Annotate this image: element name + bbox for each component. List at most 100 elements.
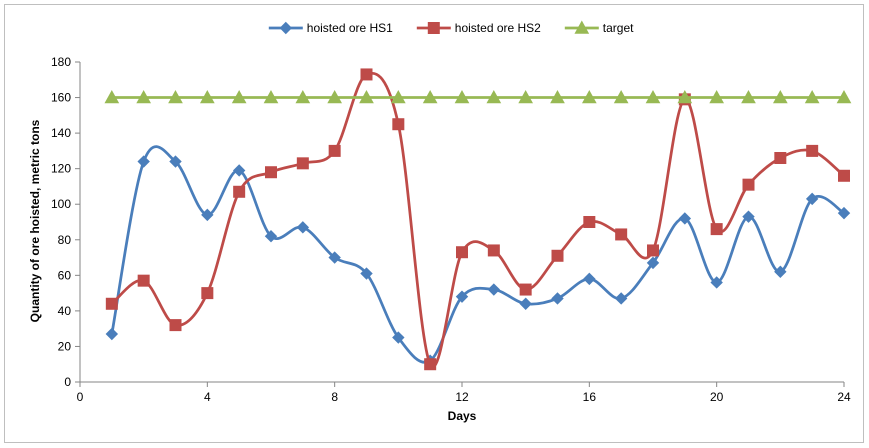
y-tick-label: 160 bbox=[51, 91, 71, 105]
data-point bbox=[581, 90, 597, 104]
data-point bbox=[646, 256, 660, 270]
x-tick-label: 0 bbox=[77, 390, 84, 404]
y-tick-label: 100 bbox=[51, 197, 71, 211]
data-point bbox=[137, 274, 150, 287]
series-1 bbox=[105, 68, 850, 371]
data-point bbox=[199, 90, 215, 104]
y-tick-label: 80 bbox=[58, 233, 72, 247]
data-point bbox=[647, 244, 659, 257]
data-point bbox=[677, 90, 693, 104]
y-tick-label: 180 bbox=[51, 55, 71, 69]
legend-swatch-marker bbox=[279, 21, 293, 35]
y-tick-label: 120 bbox=[51, 162, 71, 176]
data-point bbox=[741, 90, 756, 104]
data-point bbox=[295, 90, 311, 104]
data-point bbox=[487, 244, 500, 257]
data-point bbox=[645, 90, 661, 104]
data-point bbox=[296, 157, 309, 170]
data-point bbox=[454, 90, 470, 104]
data-point bbox=[710, 276, 723, 289]
data-point bbox=[360, 68, 373, 81]
data-point bbox=[105, 297, 118, 310]
data-point bbox=[392, 118, 405, 131]
data-point bbox=[265, 166, 277, 179]
x-tick-label: 24 bbox=[837, 390, 851, 404]
data-point bbox=[360, 267, 373, 280]
data-point bbox=[709, 90, 725, 104]
y-tick-label: 60 bbox=[58, 268, 72, 282]
data-point bbox=[836, 90, 852, 104]
legend-label: target bbox=[603, 21, 634, 35]
data-point bbox=[613, 90, 629, 104]
data-point bbox=[328, 251, 341, 264]
data-point bbox=[105, 327, 119, 341]
y-tick-label: 20 bbox=[58, 339, 72, 353]
plot-area: 0 20 40 60 80 100 120 140 160 180 0 4 8 12 16 20 24 hoist… bbox=[51, 20, 852, 404]
data-point bbox=[804, 90, 820, 104]
x-tick-label: 12 bbox=[455, 390, 469, 404]
data-point bbox=[805, 192, 819, 206]
legend-label: hoisted ore HS1 bbox=[307, 21, 393, 35]
data-point bbox=[837, 206, 851, 220]
data-point bbox=[201, 287, 214, 300]
data-point bbox=[614, 292, 628, 305]
data-point bbox=[136, 90, 152, 104]
data-point bbox=[772, 90, 788, 104]
data-point bbox=[231, 90, 247, 104]
legend-label: hoisted ore HS2 bbox=[455, 21, 541, 35]
data-point bbox=[390, 90, 406, 104]
data-point bbox=[327, 90, 343, 104]
data-point bbox=[486, 90, 502, 104]
data-point bbox=[518, 90, 534, 104]
data-point bbox=[550, 90, 565, 104]
data-point bbox=[424, 358, 437, 371]
data-point bbox=[392, 331, 405, 344]
data-point bbox=[806, 144, 819, 157]
data-point bbox=[551, 249, 564, 262]
data-point bbox=[710, 223, 723, 236]
data-point bbox=[615, 228, 628, 241]
data-point bbox=[742, 210, 755, 223]
data-point bbox=[583, 216, 596, 228]
x-tick-label: 8 bbox=[331, 390, 338, 404]
y-tick-label: 0 bbox=[64, 375, 71, 389]
data-point bbox=[263, 90, 279, 104]
data-point bbox=[456, 246, 468, 259]
data-point bbox=[774, 152, 787, 164]
data-point bbox=[742, 178, 755, 191]
series-line bbox=[110, 145, 845, 364]
x-tick-label: 20 bbox=[710, 390, 724, 404]
data-point bbox=[487, 283, 501, 296]
y-tick-label: 40 bbox=[58, 304, 72, 318]
data-point bbox=[104, 90, 120, 104]
y-axis-title: Quantity of ore hoisted, metric tons bbox=[28, 119, 42, 322]
data-point bbox=[838, 169, 850, 182]
data-point bbox=[455, 290, 469, 303]
legend-item-0: hoisted ore HS1 bbox=[268, 21, 393, 35]
data-point bbox=[232, 164, 246, 177]
data-point bbox=[169, 155, 182, 168]
legend-item-1: hoisted ore HS2 bbox=[416, 21, 541, 35]
data-point bbox=[583, 272, 596, 286]
x-tick-label: 4 bbox=[204, 390, 211, 404]
series-line bbox=[110, 71, 845, 369]
y-tick-label: 140 bbox=[51, 126, 71, 140]
data-point bbox=[678, 212, 692, 225]
legend-item-2: target bbox=[564, 20, 634, 35]
data-point bbox=[359, 90, 374, 104]
data-point bbox=[774, 265, 787, 278]
x-axis-title: Days bbox=[448, 409, 477, 423]
data-point bbox=[422, 90, 438, 104]
data-point bbox=[551, 292, 564, 305]
data-point bbox=[201, 208, 214, 222]
data-point bbox=[296, 221, 310, 234]
data-point bbox=[233, 185, 246, 198]
legend-swatch-marker bbox=[427, 22, 440, 34]
data-point bbox=[519, 283, 532, 296]
data-point bbox=[264, 230, 278, 243]
series-0 bbox=[105, 145, 851, 367]
data-point bbox=[328, 144, 341, 157]
data-point bbox=[169, 319, 182, 332]
data-point bbox=[519, 297, 532, 310]
